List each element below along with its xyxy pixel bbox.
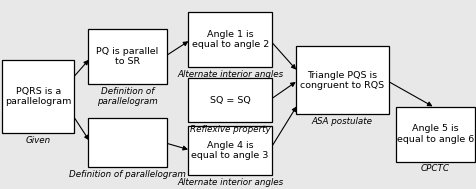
FancyBboxPatch shape — [188, 78, 271, 122]
FancyBboxPatch shape — [88, 29, 167, 84]
Text: PQRS is a
parallelogram: PQRS is a parallelogram — [5, 87, 71, 106]
FancyBboxPatch shape — [88, 118, 167, 167]
FancyBboxPatch shape — [395, 107, 474, 162]
Text: Alternate interior angles: Alternate interior angles — [177, 70, 283, 79]
Text: Definition of parallelogram: Definition of parallelogram — [69, 170, 186, 179]
Text: Triangle PQS is
congruent to RQS: Triangle PQS is congruent to RQS — [299, 71, 384, 90]
Text: Definition of
parallelogram: Definition of parallelogram — [97, 87, 158, 106]
Text: Angle 4 is
equal to angle 3: Angle 4 is equal to angle 3 — [191, 141, 268, 160]
Text: Angle 5 is
equal to angle 6: Angle 5 is equal to angle 6 — [396, 125, 473, 144]
Text: PQ is parallel
to SR: PQ is parallel to SR — [96, 47, 159, 66]
Text: CPCTC: CPCTC — [420, 164, 449, 174]
FancyBboxPatch shape — [188, 126, 271, 175]
FancyBboxPatch shape — [2, 60, 74, 133]
Text: SQ = SQ: SQ = SQ — [209, 96, 250, 105]
FancyBboxPatch shape — [295, 46, 388, 114]
FancyBboxPatch shape — [188, 12, 271, 67]
Text: Given: Given — [26, 136, 50, 145]
Text: ASA postulate: ASA postulate — [311, 117, 372, 126]
Text: Alternate interior angles: Alternate interior angles — [177, 178, 283, 187]
Text: Reflexive property: Reflexive property — [189, 125, 270, 134]
Text: Angle 1 is
equal to angle 2: Angle 1 is equal to angle 2 — [191, 30, 268, 49]
